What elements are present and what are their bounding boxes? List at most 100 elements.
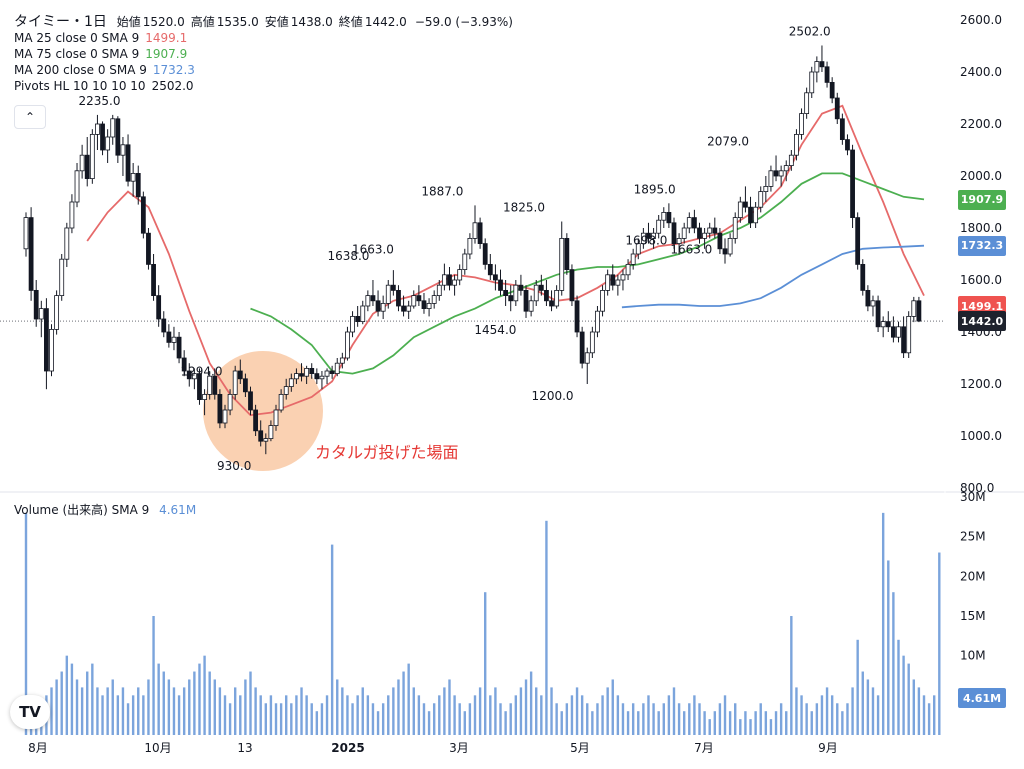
candle-body bbox=[23, 217, 29, 250]
indicator-row[interactable]: MA 25 close 0 SMA 9 1499.1 bbox=[14, 30, 513, 46]
volume-bar bbox=[866, 679, 870, 735]
volume-bar bbox=[259, 695, 262, 735]
volume-bar bbox=[249, 671, 252, 735]
volume-bar bbox=[412, 687, 415, 735]
candle-body bbox=[691, 217, 697, 229]
candle-body bbox=[574, 300, 580, 333]
candle-body bbox=[860, 263, 866, 291]
candle-body bbox=[365, 295, 371, 307]
volume-bar bbox=[642, 703, 645, 735]
candle-body bbox=[513, 284, 519, 302]
collapse-legend-button[interactable]: ⌃ bbox=[14, 105, 46, 129]
volume-bar bbox=[529, 671, 533, 735]
volume-bar bbox=[494, 687, 497, 735]
candle-body bbox=[54, 295, 60, 330]
volume-bar bbox=[606, 687, 609, 735]
candle-body bbox=[640, 232, 646, 244]
candle-body bbox=[360, 305, 366, 323]
candle-body bbox=[589, 331, 595, 354]
candle-body bbox=[212, 375, 218, 395]
volume-bar bbox=[468, 703, 472, 735]
volume-legend: Volume (出来高) SMA 9 4.61M bbox=[14, 501, 196, 518]
price-tick-label: 2200.0 bbox=[960, 117, 1002, 131]
candle-body bbox=[666, 211, 672, 224]
indicator-row[interactable]: Pivots HL 10 10 10 10 2502.0 bbox=[14, 78, 513, 94]
candle-body bbox=[207, 375, 213, 395]
volume-bar bbox=[703, 711, 706, 735]
candle-body bbox=[778, 170, 784, 177]
pivot-label: 930.0 bbox=[217, 459, 251, 473]
volume-bar bbox=[575, 687, 579, 735]
indicator-row[interactable]: MA 200 close 0 SMA 9 1732.3 bbox=[14, 62, 513, 78]
volume-tick-label: 10M bbox=[960, 649, 986, 663]
volume-bar bbox=[514, 695, 518, 735]
volume-bar bbox=[626, 711, 630, 735]
volume-bar bbox=[91, 663, 94, 735]
volume-bar bbox=[535, 687, 538, 735]
volume-bar bbox=[927, 703, 931, 735]
candle-body bbox=[232, 370, 238, 395]
volume-bar bbox=[560, 711, 563, 735]
candle-body bbox=[38, 308, 44, 320]
indicator-row[interactable]: MA 75 close 0 SMA 9 1907.9 bbox=[14, 46, 513, 62]
candle-body bbox=[146, 232, 151, 265]
candle-body bbox=[222, 409, 228, 424]
volume-bar bbox=[881, 512, 885, 735]
ohlc-row: タイミー・1日 始値 1520.0 高値 1535.0 安値 1438.0 終値 1442.0… bbox=[14, 14, 513, 30]
ma-line bbox=[250, 172, 925, 375]
volume-bar bbox=[182, 687, 186, 735]
candle-body bbox=[549, 300, 554, 307]
price-tick-label: 2400.0 bbox=[960, 65, 1002, 79]
candle-body bbox=[324, 370, 330, 377]
volume-bar bbox=[223, 695, 227, 735]
candle-body bbox=[671, 222, 677, 245]
tradingview-logo-icon[interactable]: TV bbox=[10, 695, 50, 729]
candle-body bbox=[625, 263, 631, 276]
candle-body bbox=[191, 373, 197, 380]
candle-body bbox=[482, 243, 488, 265]
volume-bar bbox=[897, 639, 900, 735]
candle-body bbox=[406, 305, 412, 312]
candle-body bbox=[538, 284, 544, 291]
volume-bar bbox=[213, 679, 216, 735]
candle-body bbox=[850, 149, 855, 218]
candle-body bbox=[467, 237, 473, 255]
volume-bar bbox=[586, 703, 589, 735]
candle-body bbox=[911, 300, 917, 317]
volume-bar bbox=[682, 711, 686, 735]
volume-tick-label: 25M bbox=[960, 530, 986, 544]
candle-body bbox=[477, 222, 483, 245]
candle-body bbox=[135, 172, 141, 198]
chart-legend: タイミー・1日 始値 1520.0 高値 1535.0 安値 1438.0 終値 1442.0… bbox=[14, 14, 513, 94]
volume-bar bbox=[876, 695, 880, 735]
candle-body bbox=[763, 185, 769, 192]
volume-bar bbox=[381, 703, 385, 735]
volume-bar bbox=[570, 695, 574, 735]
candle-body bbox=[855, 217, 861, 265]
candle-body bbox=[89, 133, 95, 179]
candle-body bbox=[396, 289, 401, 307]
candle-body bbox=[794, 133, 799, 156]
candle-body bbox=[130, 172, 136, 182]
candle-body bbox=[727, 237, 733, 255]
candle-body bbox=[845, 139, 850, 151]
volume-value: 4.61M bbox=[159, 503, 197, 517]
ohlc-key: 高値 bbox=[190, 15, 215, 29]
volume-label[interactable]: Volume (出来高) SMA 9 bbox=[14, 503, 150, 517]
candle-body bbox=[370, 295, 376, 302]
volume-bar bbox=[815, 703, 819, 735]
candle-body bbox=[681, 227, 687, 239]
volume-bar bbox=[825, 687, 829, 735]
volume-bar bbox=[478, 687, 482, 735]
volume-bar bbox=[315, 711, 319, 735]
volume-bar bbox=[785, 711, 788, 735]
candle-body bbox=[799, 113, 804, 135]
volume-bar bbox=[422, 703, 426, 735]
candle-body bbox=[115, 118, 121, 156]
volume-bar bbox=[254, 687, 257, 735]
volume-bar bbox=[657, 711, 660, 735]
symbol-title[interactable]: タイミー・1日 bbox=[14, 14, 107, 30]
pivot-label: 1200.0 bbox=[532, 389, 574, 403]
volume-bar bbox=[499, 703, 502, 735]
